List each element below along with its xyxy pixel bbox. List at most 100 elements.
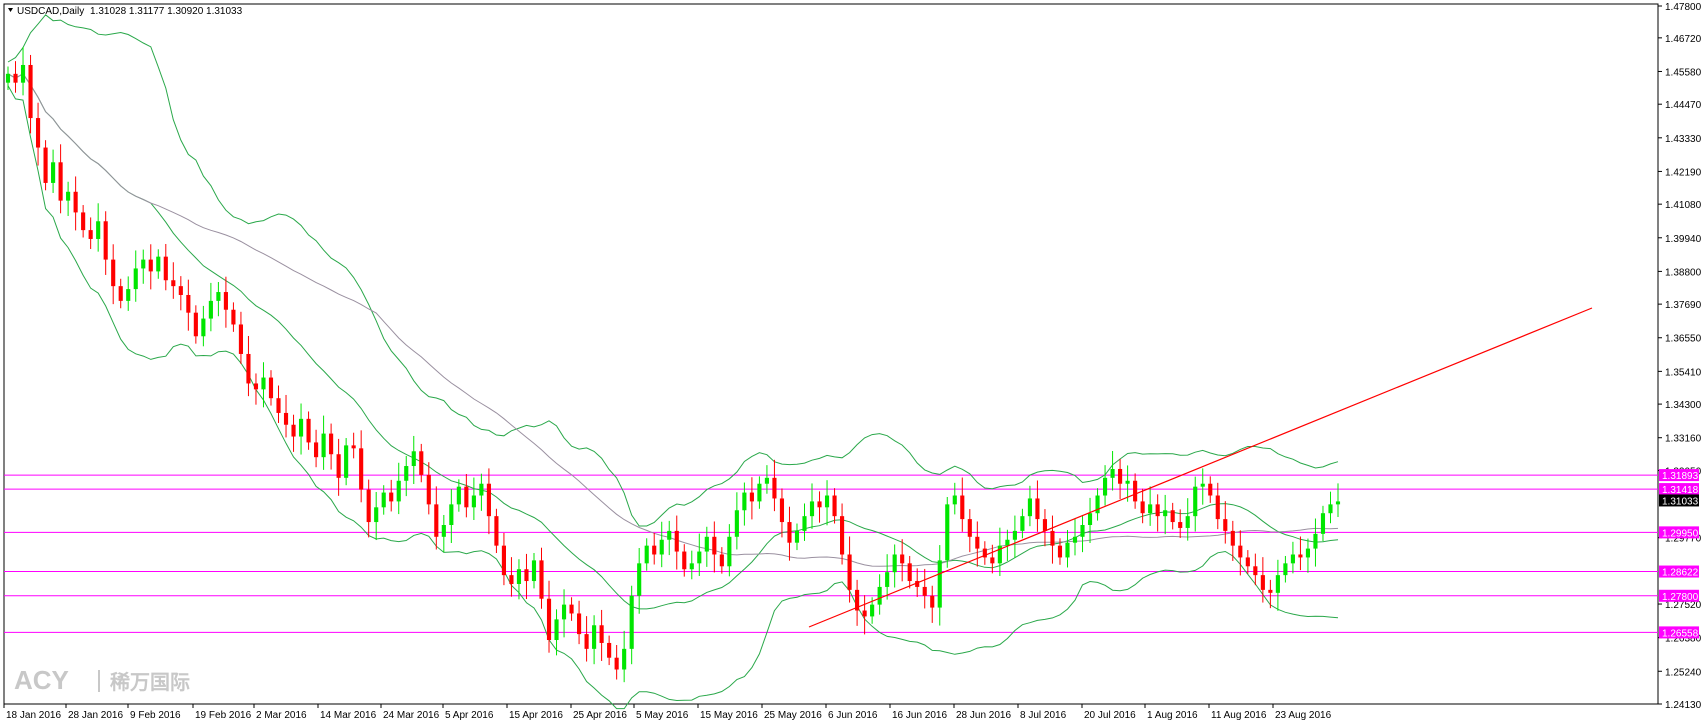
candle-body bbox=[374, 507, 379, 523]
candle-body bbox=[28, 64, 33, 119]
candle-body bbox=[1223, 519, 1228, 531]
candle-body bbox=[5, 73, 11, 83]
bollinger-bands bbox=[7, 14, 1339, 710]
candle-body bbox=[51, 162, 56, 183]
candle-body bbox=[952, 495, 957, 505]
candle-body bbox=[208, 300, 213, 319]
candle-body bbox=[1020, 516, 1025, 531]
candle-body bbox=[1208, 483, 1213, 496]
candle-body bbox=[66, 191, 71, 201]
candle-body bbox=[524, 569, 529, 582]
candle-body bbox=[396, 480, 401, 502]
candle-body bbox=[561, 604, 567, 620]
candle-body bbox=[734, 510, 739, 537]
candle-body bbox=[1087, 513, 1093, 526]
candle-body bbox=[607, 642, 612, 658]
bollinger-upper-band bbox=[7, 14, 1339, 527]
x-tick-label: 25 Apr 2016 bbox=[573, 710, 627, 721]
y-tick-label: 1.44470 bbox=[1665, 100, 1702, 111]
candle-body bbox=[727, 536, 732, 567]
time-axis: 18 Jan 2016 28 Jan 2016 9 Feb 2016 19 Feb 2… bbox=[3, 704, 1332, 721]
bollinger-lower-band bbox=[7, 85, 1339, 710]
candle-body bbox=[35, 118, 41, 148]
candle-body bbox=[314, 442, 319, 458]
level-label-box bbox=[1659, 589, 1699, 602]
candle-body bbox=[1065, 542, 1070, 558]
candle-body bbox=[1320, 513, 1326, 534]
y-tick-label: 1.43330 bbox=[1665, 134, 1702, 145]
candle-body bbox=[201, 318, 206, 337]
candle-body bbox=[246, 353, 251, 384]
current-price-box bbox=[1659, 494, 1699, 507]
candle-body bbox=[1027, 498, 1032, 517]
candle-body bbox=[509, 575, 514, 584]
chart-menu-icon[interactable] bbox=[8, 8, 13, 12]
x-tick-label: 5 Apr 2016 bbox=[445, 710, 494, 721]
candle-body bbox=[644, 545, 649, 564]
candle-body bbox=[336, 454, 341, 478]
candle-body bbox=[689, 563, 694, 570]
candle-body bbox=[1260, 575, 1265, 590]
candle-body bbox=[817, 501, 822, 508]
candle-body bbox=[434, 504, 439, 537]
candle-body bbox=[283, 412, 289, 425]
level-price-labels: 1.31893 1.31418 1.29950 1.28622 1.27800 1.265… bbox=[1659, 469, 1699, 639]
candle-body bbox=[1133, 480, 1138, 502]
candle-body bbox=[794, 530, 800, 543]
candle-body bbox=[960, 495, 965, 520]
x-tick-label: 28 Jan 2016 bbox=[68, 710, 123, 721]
support-trendline bbox=[808, 307, 1593, 628]
y-tick-label: 1.36550 bbox=[1665, 334, 1702, 345]
candle-body bbox=[779, 498, 785, 523]
candle-body bbox=[441, 525, 446, 537]
candle-body bbox=[915, 581, 920, 587]
level-label-box bbox=[1659, 526, 1699, 539]
candle-body bbox=[411, 451, 416, 467]
candle-body bbox=[456, 486, 461, 505]
candle-body bbox=[539, 560, 544, 599]
candle-body bbox=[614, 657, 619, 670]
candle-body bbox=[193, 312, 198, 337]
level-label: 1.31418 bbox=[1662, 485, 1699, 496]
candle-body bbox=[1275, 575, 1280, 593]
candle-body bbox=[186, 294, 191, 313]
candle-body bbox=[404, 466, 409, 481]
y-tick-label: 1.47800 bbox=[1665, 2, 1702, 13]
level-label: 1.31893 bbox=[1662, 471, 1699, 482]
candle-body bbox=[584, 634, 589, 649]
candle-body bbox=[1313, 533, 1318, 549]
candle-body bbox=[554, 619, 559, 641]
y-tick-label: 1.41080 bbox=[1665, 200, 1702, 211]
watermark-brand: ACY bbox=[14, 665, 69, 695]
candle-body bbox=[306, 418, 311, 443]
candle-body bbox=[1178, 522, 1183, 528]
x-tick-label: 23 Aug 2016 bbox=[1275, 710, 1332, 721]
y-tick-label: 1.38800 bbox=[1665, 267, 1702, 278]
x-tick-label: 1 Aug 2016 bbox=[1147, 710, 1198, 721]
bollinger-middle-band bbox=[7, 73, 1339, 610]
candle-body bbox=[253, 383, 259, 390]
candle-body bbox=[1035, 498, 1040, 520]
candle-body bbox=[73, 191, 78, 213]
candle-body bbox=[494, 516, 499, 546]
candle-body bbox=[329, 433, 334, 455]
candle-body bbox=[103, 221, 108, 260]
x-tick-label: 14 Mar 2016 bbox=[320, 710, 377, 721]
candle-body bbox=[268, 377, 274, 399]
watermark-divider bbox=[98, 670, 100, 692]
candle-body bbox=[719, 554, 724, 567]
candle-body bbox=[464, 486, 469, 508]
candle-body bbox=[1163, 510, 1168, 517]
candle-body bbox=[870, 604, 875, 617]
candle-body bbox=[847, 554, 852, 590]
candle-body bbox=[1110, 468, 1115, 478]
candle-body bbox=[982, 548, 987, 558]
candle-body bbox=[667, 530, 672, 540]
candle-body bbox=[449, 504, 454, 526]
candle-body bbox=[1328, 504, 1333, 514]
candle-body bbox=[261, 377, 266, 390]
candle-body bbox=[599, 625, 604, 643]
candle-body bbox=[569, 604, 574, 614]
y-tick-label: 1.34300 bbox=[1665, 400, 1702, 411]
candle-body bbox=[704, 536, 709, 552]
